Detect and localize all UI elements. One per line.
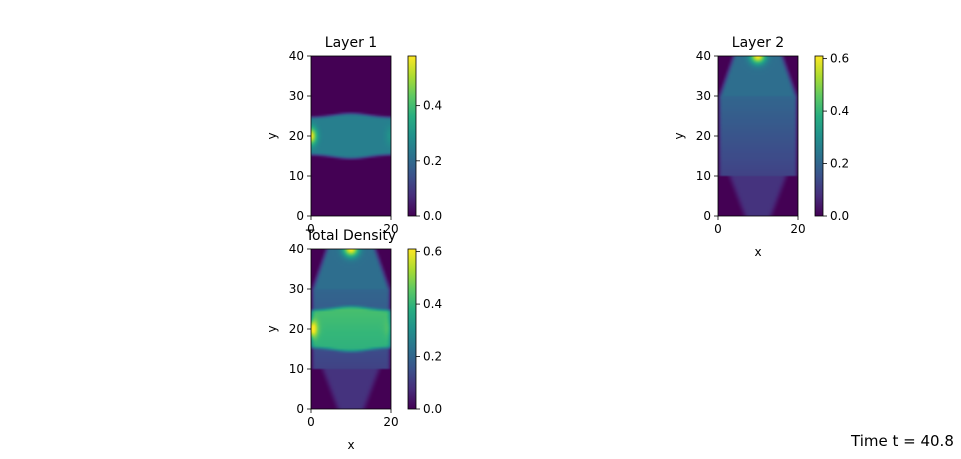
ytick-label-layer2-1: 10 <box>696 169 711 183</box>
colorbar-layer1 <box>408 56 416 216</box>
ytick-label-layer2-0: 0 <box>703 209 711 223</box>
colorbar-frame-total-density <box>407 248 417 410</box>
colorbar-frame-layer2 <box>814 55 824 217</box>
ylabel-layer1: y <box>265 132 279 139</box>
ytick-label-layer2-3: 30 <box>696 89 711 103</box>
xtick-label-total-density-0: 0 <box>307 415 315 429</box>
colorbar-tick-label-layer2-2: 0.4 <box>830 104 849 118</box>
colorbar-tick-label-layer2-3: 0.6 <box>830 52 849 66</box>
xtick-label-layer2-1: 20 <box>790 222 805 236</box>
ytick-label-layer1-3: 30 <box>289 89 304 103</box>
colorbar-ticks-total-density: 0.0 0.2 0.4 0.6 <box>416 245 442 416</box>
ytick-label-total-density-1: 10 <box>289 362 304 376</box>
colorbar-tick-label-layer2-1: 0.2 <box>830 157 849 171</box>
time-label: Time t = 40.8 <box>851 432 954 450</box>
title-layer2: Layer 2 <box>732 35 784 51</box>
ytick-label-total-density-3: 30 <box>289 282 304 296</box>
colorbar-ticks-layer1: 0.0 0.2 0.4 <box>416 99 442 223</box>
ylabel-total-density: y <box>265 325 279 332</box>
title-layer1: Layer 1 <box>325 35 377 51</box>
ytick-label-layer1-2: 20 <box>289 129 304 143</box>
colorbar-total-density <box>408 249 416 409</box>
heatmap-layer2 <box>718 56 798 216</box>
ytick-label-total-density-2: 20 <box>289 322 304 336</box>
axes-total-density: 0 20 0 10 20 30 40 <box>289 242 399 429</box>
xtick-label-total-density-1: 20 <box>383 415 398 429</box>
ytick-label-layer1-0: 0 <box>296 209 304 223</box>
ytick-label-layer1-1: 10 <box>289 169 304 183</box>
ytick-label-layer1-4: 40 <box>289 49 304 63</box>
colorbar-tick-label-total-density-2: 0.4 <box>423 297 442 311</box>
axes-layer2: 0 20 0 10 20 30 40 <box>696 49 806 236</box>
colorbar-tick-label-total-density-3: 0.6 <box>423 245 442 259</box>
heatmap-layer1 <box>311 56 391 216</box>
colorbar-tick-label-layer1-1: 0.2 <box>423 154 442 168</box>
colorbar-ticks-layer2: 0.0 0.2 0.4 0.6 <box>823 52 849 223</box>
heatmap-total-density <box>311 249 391 409</box>
xlabel-total-density: x <box>347 438 354 452</box>
ytick-label-total-density-0: 0 <box>296 402 304 416</box>
panel-layer2: Layer 2 0 20 0 10 20 30 40 x y 0.0 0.2 0.4 0.6 <box>672 35 849 259</box>
colorbar-frame-layer1 <box>407 55 417 217</box>
colorbar-tick-label-layer2-0: 0.0 <box>830 209 849 223</box>
xtick-label-layer1-1: 20 <box>383 222 398 236</box>
axes-layer1: 0 20 0 10 20 30 40 <box>289 49 399 236</box>
colorbar-tick-label-total-density-1: 0.2 <box>423 350 442 364</box>
colorbar-layer2 <box>815 56 823 216</box>
ytick-label-total-density-4: 40 <box>289 242 304 256</box>
panel-total-density: 0 20 0 10 20 30 40 Total Density x y 0.0 0.2 0.4… <box>265 228 442 452</box>
colorbar-tick-label-total-density-0: 0.0 <box>423 402 442 416</box>
ylabel-layer2: y <box>672 132 686 139</box>
xtick-label-layer1-0: 0 <box>307 222 315 236</box>
ytick-label-layer2-4: 40 <box>696 49 711 63</box>
xtick-label-layer2-0: 0 <box>714 222 722 236</box>
colorbar-tick-label-layer1-2: 0.4 <box>423 99 442 113</box>
colorbar-tick-label-layer1-0: 0.0 <box>423 209 442 223</box>
xlabel-layer2: x <box>754 245 761 259</box>
panel-layer1: Layer 1 0 20 0 10 20 30 40 y 0.0 0.2 0.4 <box>265 35 442 236</box>
ytick-label-layer2-2: 20 <box>696 129 711 143</box>
title-total-density: Total Density <box>305 228 396 244</box>
